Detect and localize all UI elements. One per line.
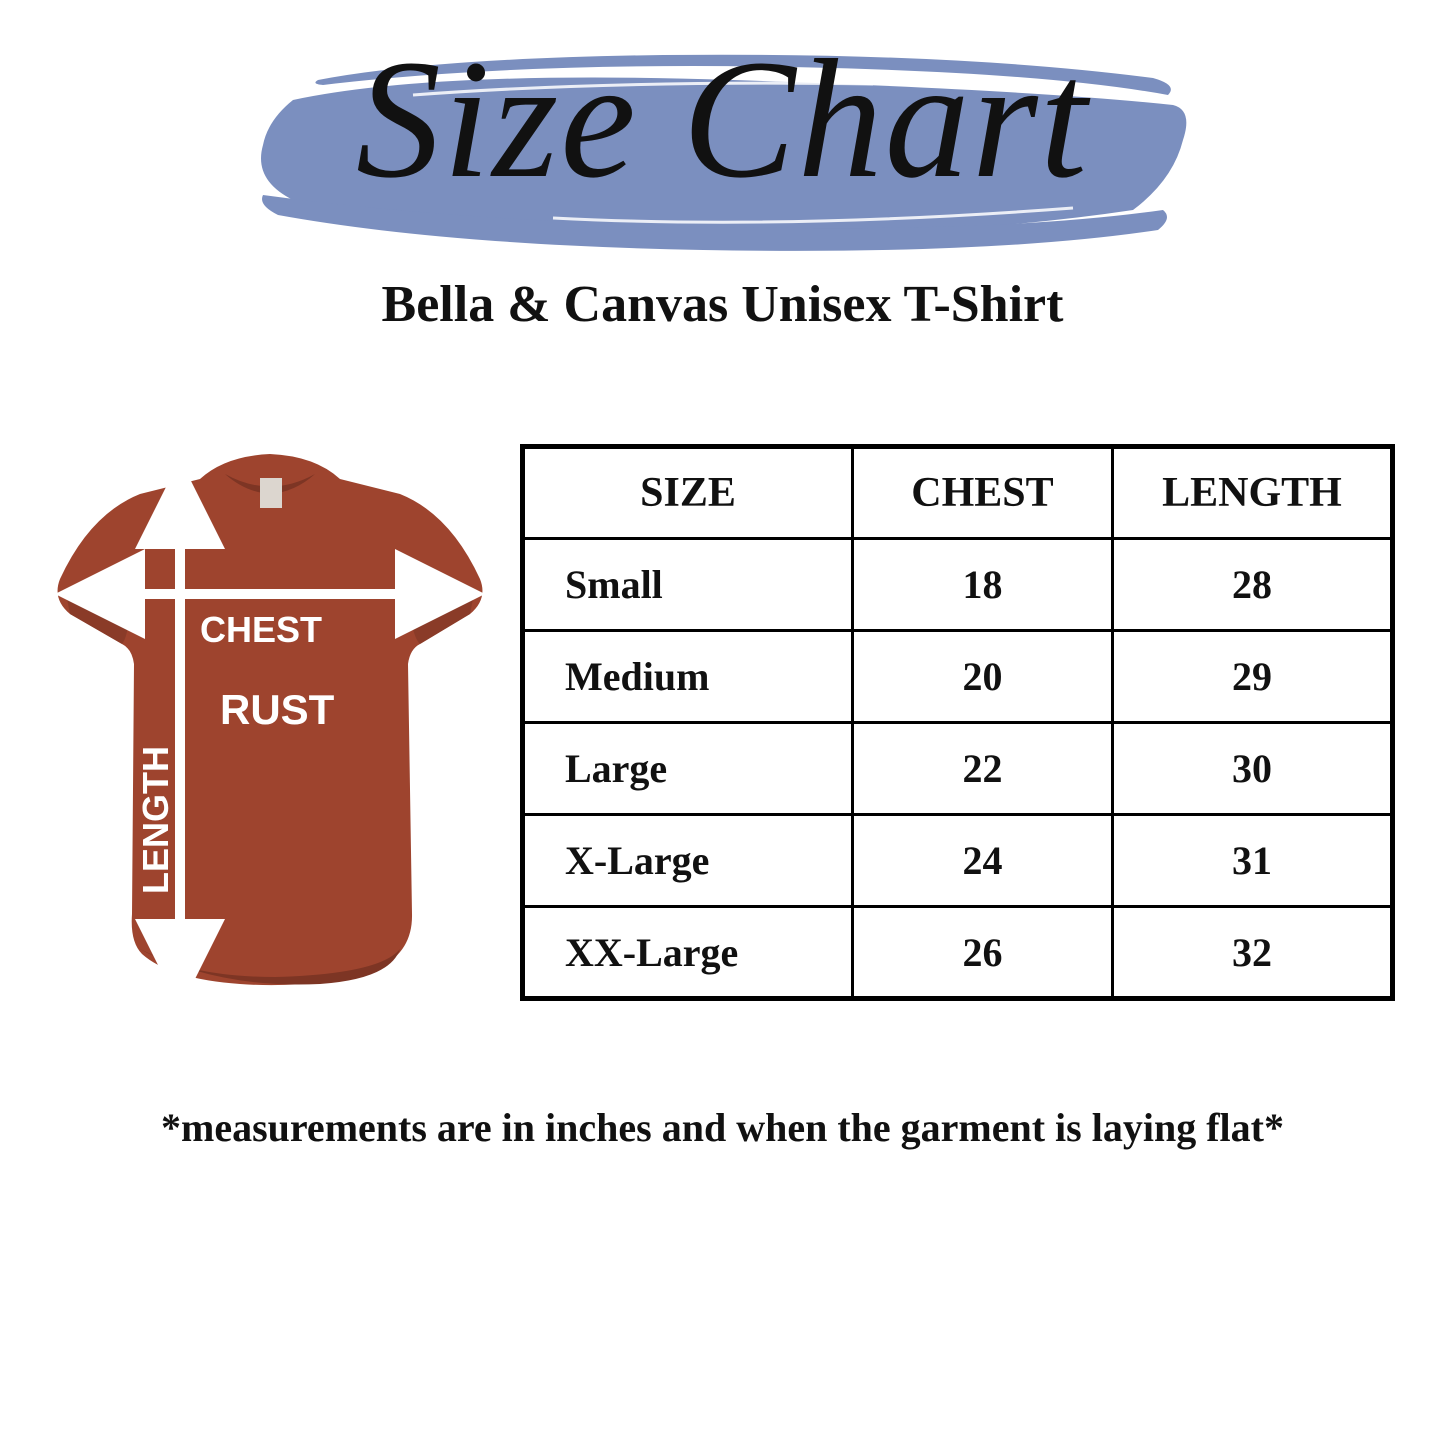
table-row: Large 22 30: [523, 723, 1393, 815]
chest-arrow-label: CHEST: [200, 609, 322, 650]
length-arrow-label: LENGTH: [135, 746, 176, 894]
cell-length: 29: [1113, 631, 1393, 723]
shirt-diagram: CHEST LENGTH RUST: [50, 444, 490, 1009]
cell-chest: 18: [853, 539, 1113, 631]
footnote: *measurements are in inches and when the…: [0, 1104, 1445, 1151]
table-row: Small 18 28: [523, 539, 1393, 631]
title-brush-background: Size Chart: [233, 50, 1213, 260]
table-row: XX-Large 26 32: [523, 907, 1393, 999]
cell-chest: 20: [853, 631, 1113, 723]
col-header-chest: CHEST: [853, 447, 1113, 539]
table-header-row: SIZE CHEST LENGTH: [523, 447, 1393, 539]
page-subtitle: Bella & Canvas Unisex T-Shirt: [0, 275, 1445, 334]
cell-size: X-Large: [523, 815, 853, 907]
header: Size Chart Bella & Canvas Unisex T-Shirt: [0, 0, 1445, 334]
size-table-container: SIZE CHEST LENGTH Small 18 28 Medium 20 …: [520, 444, 1395, 1001]
cell-chest: 22: [853, 723, 1113, 815]
cell-chest: 26: [853, 907, 1113, 999]
page-title: Size Chart: [233, 22, 1213, 217]
content-row: CHEST LENGTH RUST SIZE CHEST LENGTH Smal…: [0, 444, 1445, 1009]
table-row: Medium 20 29: [523, 631, 1393, 723]
cell-length: 31: [1113, 815, 1393, 907]
cell-chest: 24: [853, 815, 1113, 907]
cell-size: XX-Large: [523, 907, 853, 999]
cell-size: Large: [523, 723, 853, 815]
table-row: X-Large 24 31: [523, 815, 1393, 907]
col-header-size: SIZE: [523, 447, 853, 539]
tshirt-icon: CHEST LENGTH RUST: [50, 444, 490, 1004]
size-table: SIZE CHEST LENGTH Small 18 28 Medium 20 …: [520, 444, 1395, 1001]
col-header-length: LENGTH: [1113, 447, 1393, 539]
cell-length: 32: [1113, 907, 1393, 999]
cell-size: Medium: [523, 631, 853, 723]
shirt-color-name: RUST: [220, 686, 335, 733]
cell-length: 28: [1113, 539, 1393, 631]
cell-length: 30: [1113, 723, 1393, 815]
cell-size: Small: [523, 539, 853, 631]
